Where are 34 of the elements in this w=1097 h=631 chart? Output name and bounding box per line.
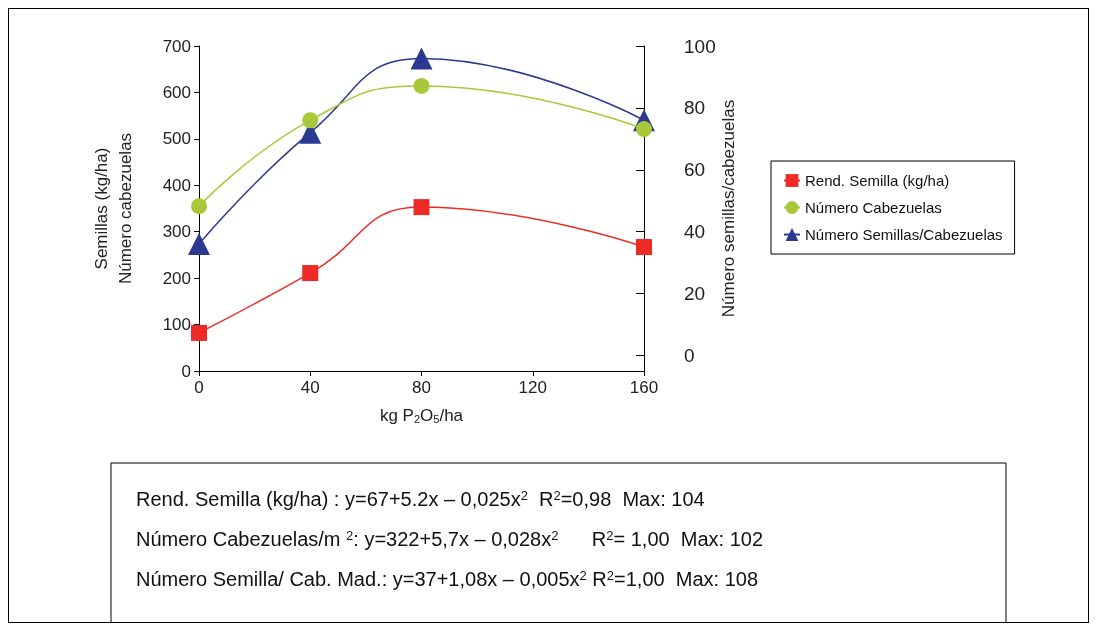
legend-label: Número Semillas/Cabezuelas [805, 226, 1003, 243]
y-tick-label: 700 [162, 36, 191, 56]
point [413, 77, 430, 94]
point [410, 47, 433, 70]
x-axis-title: kg P2O5/ha [379, 406, 464, 425]
x-tick-label: 120 [518, 378, 547, 397]
y2-tick-label: 40 [684, 221, 706, 243]
y2-tick-label: 80 [684, 97, 706, 119]
x-tick-label: 40 [300, 378, 320, 397]
y-axis-title: Semillas (kg/ha) Número cabezuelas [91, 132, 135, 285]
legend-label: Número Cabezuelas [805, 199, 942, 216]
point [636, 121, 652, 138]
x-tick-label: 160 [629, 378, 659, 397]
y-tick-label: 100 [162, 315, 191, 335]
y2-tick-label: 20 [684, 283, 706, 305]
y2-tick-label: 100 [684, 35, 716, 57]
y-tick-label: 300 [162, 222, 191, 242]
y2-axis-title: Número semillas/cabezuelas [718, 99, 738, 318]
point [302, 112, 319, 129]
point [191, 198, 207, 215]
y-tick-label: 0 [181, 361, 191, 381]
point [636, 239, 652, 256]
y-tick-label: 400 [162, 175, 191, 195]
x-tick-label: 80 [412, 378, 431, 397]
y-tick-label: 600 [162, 82, 191, 102]
point [302, 265, 319, 282]
y2-tick-label: 0 [684, 345, 695, 367]
y-tick-label: 500 [162, 129, 191, 149]
x-tick-label: 0 [194, 378, 204, 397]
y2-tick-label: 60 [684, 159, 706, 181]
legend-label: Rend. Semilla (kg/ha) [805, 172, 950, 189]
point [413, 199, 430, 216]
y-tick-label: 200 [162, 268, 191, 288]
point [191, 324, 207, 341]
